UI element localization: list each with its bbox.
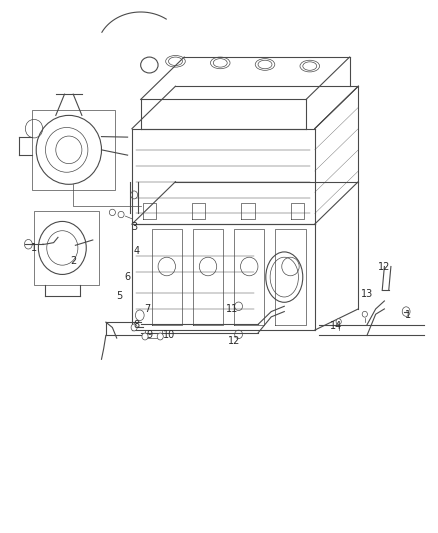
Text: 3: 3 <box>131 222 137 232</box>
Text: 1: 1 <box>405 310 411 320</box>
Text: 9: 9 <box>146 330 152 341</box>
Text: 14: 14 <box>330 321 343 331</box>
Ellipse shape <box>110 209 116 216</box>
Text: 7: 7 <box>144 304 150 314</box>
Ellipse shape <box>142 333 148 340</box>
Text: 8: 8 <box>133 320 139 330</box>
Text: 12: 12 <box>228 336 240 346</box>
Text: 1: 1 <box>31 243 37 253</box>
Text: 2: 2 <box>70 256 76 266</box>
Text: 6: 6 <box>124 272 131 282</box>
Bar <box>32 110 115 190</box>
Ellipse shape <box>362 311 367 317</box>
Text: 12: 12 <box>378 262 391 271</box>
Ellipse shape <box>131 324 137 331</box>
Ellipse shape <box>336 319 341 325</box>
Text: 4: 4 <box>133 246 139 256</box>
Text: 13: 13 <box>361 289 373 299</box>
Ellipse shape <box>118 212 124 217</box>
Text: 11: 11 <box>226 304 238 314</box>
Bar <box>34 211 99 285</box>
Ellipse shape <box>157 333 163 340</box>
Text: 10: 10 <box>163 330 175 341</box>
Text: 5: 5 <box>116 290 122 301</box>
